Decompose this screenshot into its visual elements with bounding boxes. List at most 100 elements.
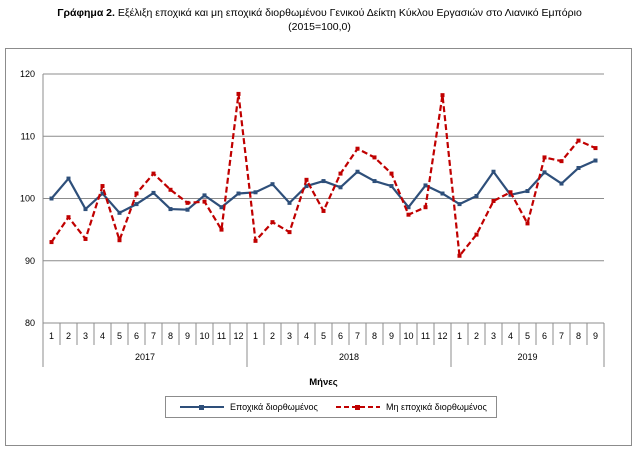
- data-point-seasonal: [389, 184, 394, 189]
- x-tick-label: 11: [421, 331, 430, 341]
- data-point-seasonal: [508, 192, 513, 197]
- data-point-nonseasonal: [83, 236, 88, 241]
- x-tick-label: 7: [151, 331, 156, 341]
- data-point-nonseasonal: [49, 240, 54, 245]
- data-point-nonseasonal: [389, 171, 394, 176]
- x-tick-label: 8: [576, 331, 581, 341]
- x-tick-label: 6: [542, 331, 547, 341]
- x-tick-label: 5: [117, 331, 122, 341]
- data-point-seasonal: [542, 170, 547, 175]
- data-point-nonseasonal: [236, 91, 241, 96]
- data-point-seasonal: [134, 202, 139, 207]
- legend-dashed-line-icon: [336, 405, 380, 410]
- x-tick-label: 9: [389, 331, 394, 341]
- x-tick-label: 11: [217, 331, 226, 341]
- legend-item-nonseasonal: Μη εποχικά διορθωμένος: [336, 397, 487, 417]
- data-point-seasonal: [593, 158, 598, 163]
- data-point-seasonal: [440, 191, 445, 196]
- data-point-nonseasonal: [185, 200, 190, 205]
- chart-subtitle: (2015=100,0): [288, 21, 351, 33]
- data-point-seasonal: [185, 207, 190, 212]
- data-point-seasonal: [474, 194, 479, 199]
- data-point-nonseasonal: [474, 232, 479, 237]
- data-point-nonseasonal: [134, 191, 139, 196]
- data-point-seasonal: [117, 210, 122, 215]
- x-tick-label: 6: [134, 331, 139, 341]
- x-tick-label: 2: [270, 331, 275, 341]
- data-point-seasonal: [372, 179, 377, 184]
- x-tick-label: 7: [355, 331, 360, 341]
- data-point-nonseasonal: [559, 159, 564, 164]
- data-point-nonseasonal: [593, 146, 598, 151]
- x-tick-label: 8: [168, 331, 173, 341]
- data-point-seasonal: [202, 193, 207, 198]
- data-point-nonseasonal: [253, 238, 258, 243]
- legend-label-nonseasonal: Μη εποχικά διορθωμένος: [386, 402, 487, 412]
- data-point-nonseasonal: [321, 208, 326, 213]
- data-point-seasonal: [355, 169, 360, 174]
- data-point-nonseasonal: [168, 187, 173, 192]
- year-label: 2019: [517, 352, 537, 362]
- data-point-seasonal: [236, 191, 241, 196]
- data-point-seasonal: [253, 190, 258, 195]
- data-point-nonseasonal: [219, 227, 224, 232]
- x-tick-label: 1: [457, 331, 462, 341]
- data-point-seasonal: [100, 191, 105, 196]
- legend-item-seasonal: Εποχικά διορθωμένος: [180, 397, 318, 417]
- x-tick-label: 6: [338, 331, 343, 341]
- data-point-seasonal: [406, 205, 411, 210]
- data-point-nonseasonal: [66, 215, 71, 220]
- data-point-seasonal: [151, 190, 156, 195]
- data-point-seasonal: [219, 205, 224, 210]
- data-point-seasonal: [338, 185, 343, 190]
- data-point-seasonal: [491, 169, 496, 174]
- data-point-nonseasonal: [576, 138, 581, 143]
- data-point-nonseasonal: [406, 212, 411, 217]
- data-point-nonseasonal: [542, 155, 547, 160]
- data-point-seasonal: [49, 196, 54, 201]
- data-point-nonseasonal: [508, 190, 513, 195]
- data-point-seasonal: [423, 183, 428, 188]
- y-tick-label: 120: [20, 69, 35, 79]
- x-tick-label: 5: [525, 331, 530, 341]
- data-point-seasonal: [576, 165, 581, 170]
- data-point-nonseasonal: [304, 177, 309, 182]
- x-tick-label: 2: [474, 331, 479, 341]
- x-tick-label: 3: [287, 331, 292, 341]
- chart-title-label: Γράφημα 2.: [57, 7, 115, 19]
- data-point-nonseasonal: [100, 184, 105, 189]
- x-tick-label: 2: [66, 331, 71, 341]
- x-tick-label: 3: [83, 331, 88, 341]
- x-tick-label: 4: [100, 331, 105, 341]
- x-tick-label: 5: [321, 331, 326, 341]
- data-point-seasonal: [287, 200, 292, 205]
- data-point-seasonal: [457, 202, 462, 207]
- data-point-nonseasonal: [270, 220, 275, 225]
- data-point-seasonal: [270, 182, 275, 187]
- series-line-nonseasonal: [50, 92, 596, 257]
- data-point-nonseasonal: [202, 199, 207, 204]
- x-tick-label: 7: [559, 331, 564, 341]
- x-tick-label: 12: [233, 331, 243, 341]
- x-tick-label: 1: [253, 331, 258, 341]
- x-tick-label: 4: [304, 331, 309, 341]
- x-axis-title: Μήνες: [309, 377, 338, 388]
- data-point-seasonal: [66, 176, 71, 181]
- data-point-seasonal: [83, 207, 88, 212]
- chart-title: Γράφημα 2. Εξέλιξη εποχικά και μη εποχικ…: [0, 6, 639, 34]
- chart-legend: Εποχικά διορθωμένος Μη εποχικά διορθωμέν…: [165, 396, 497, 418]
- x-tick-label: 9: [185, 331, 190, 341]
- chart-title-text: Εξέλιξη εποχικά και μη εποχικά διορθωμέν…: [114, 7, 582, 19]
- year-label: 2018: [339, 352, 359, 362]
- data-point-nonseasonal: [372, 155, 377, 160]
- x-tick-label: 10: [403, 331, 413, 341]
- y-tick-label: 100: [20, 194, 35, 204]
- data-point-nonseasonal: [440, 93, 445, 98]
- legend-solid-line-icon: [180, 405, 224, 410]
- x-tick-label: 1: [49, 331, 54, 341]
- data-point-seasonal: [525, 189, 530, 194]
- y-tick-label: 90: [25, 256, 35, 266]
- x-tick-label: 10: [199, 331, 209, 341]
- data-point-seasonal: [304, 184, 309, 189]
